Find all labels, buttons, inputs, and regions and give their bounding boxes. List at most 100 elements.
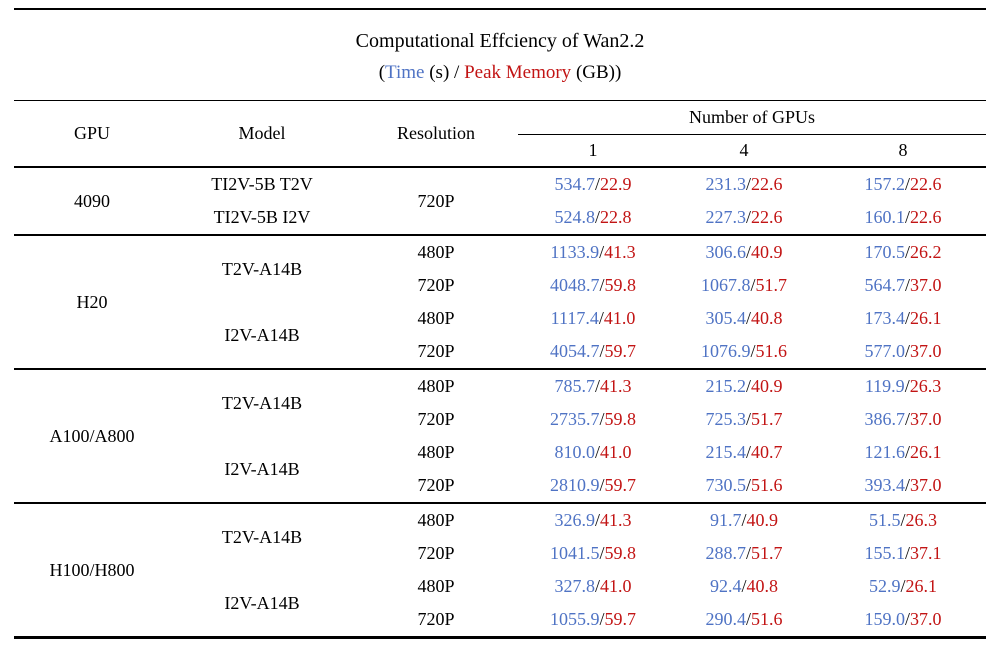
- time-memory-cell: 305.4/40.8: [668, 302, 820, 335]
- value-slash: /: [594, 576, 600, 596]
- time-value: 91.7: [709, 510, 742, 530]
- time-memory-cell: 155.1/37.1: [820, 537, 986, 570]
- subtitle-time-unit: (s) /: [424, 62, 465, 83]
- table-row: 720P 2810.9/59.7 730.5/51.6 393.4/37.0: [14, 469, 986, 503]
- time-memory-cell: 1076.9/51.6: [668, 335, 820, 369]
- time-memory-cell: 288.7/51.7: [668, 537, 820, 570]
- time-value: 119.9: [864, 376, 905, 396]
- col-header-number-of-gpus: Number of GPUs: [518, 100, 987, 135]
- time-value: 288.7: [705, 543, 746, 563]
- table-row: I2V-A14B 480P 327.8/41.0 92.4/40.8 52.9/26.1: [14, 570, 986, 613]
- time-memory-cell: 327.8/41.0: [518, 570, 668, 603]
- memory-value: 22.9: [600, 174, 632, 194]
- time-memory-cell: 215.2/40.9: [668, 368, 820, 403]
- value-slash: /: [905, 275, 911, 295]
- time-value: 4054.7: [549, 341, 600, 361]
- time-memory-cell: 564.7/37.0: [820, 269, 986, 302]
- memory-value: 41.0: [600, 442, 632, 462]
- time-memory-cell: 119.9/26.3: [820, 368, 987, 403]
- time-memory-cell: 730.5/51.6: [668, 469, 820, 503]
- model-cell: I2V-A14B: [224, 324, 300, 345]
- value-slash: /: [745, 308, 751, 328]
- memory-value: 41.3: [604, 242, 636, 262]
- value-slash: /: [594, 376, 600, 396]
- value-slash: /: [905, 543, 911, 563]
- time-memory-cell: 2810.9/59.7: [518, 469, 668, 503]
- time-memory-cell: 534.7/22.9: [518, 166, 668, 201]
- value-slash: /: [905, 341, 911, 361]
- col-header-model: Model: [170, 100, 354, 168]
- value-slash: /: [599, 341, 605, 361]
- value-slash: /: [594, 174, 600, 194]
- memory-legend-label: Peak Memory: [464, 62, 572, 83]
- value-slash: /: [599, 475, 605, 495]
- time-memory-cell: 326.9/41.3: [518, 502, 668, 537]
- table-row: 720P 2735.7/59.8 725.3/51.7 386.7/37.0: [14, 403, 986, 436]
- memory-value: 26.2: [910, 242, 942, 262]
- header-row-top: GPU Model Resolution Number of GPUs: [14, 100, 987, 168]
- value-slash: /: [905, 207, 911, 227]
- time-memory-cell: 386.7/37.0: [820, 403, 986, 436]
- resolution-cell: 720P: [417, 609, 455, 629]
- time-memory-cell: 1117.4/41.0: [518, 302, 668, 335]
- memory-value: 51.7: [755, 275, 788, 295]
- resolution-cell: 480P: [354, 234, 518, 269]
- value-slash: /: [905, 174, 911, 194]
- memory-value: 26.1: [910, 442, 942, 462]
- memory-value: 40.8: [751, 308, 783, 328]
- memory-value: 59.7: [604, 341, 637, 361]
- table-row: 720P 4048.7/59.8 1067.8/51.7 564.7/37.0: [14, 269, 986, 302]
- time-memory-cell: 524.8/22.8: [518, 201, 668, 235]
- value-slash: /: [599, 543, 605, 563]
- time-value: 2735.7: [549, 409, 600, 429]
- value-slash: /: [594, 442, 600, 462]
- time-value: 51.5: [869, 510, 901, 530]
- value-slash: /: [741, 510, 747, 530]
- time-memory-cell: 306.6/40.9: [668, 234, 820, 269]
- value-slash: /: [599, 609, 605, 629]
- table-row: 720P 1041.5/59.8 288.7/51.7 155.1/37.1: [14, 537, 986, 570]
- memory-value: 51.6: [755, 341, 788, 361]
- subtitle-memory-unit: (GB)): [571, 62, 622, 83]
- resolution-cell: 720P: [417, 409, 455, 429]
- gpu-cell: H20: [14, 234, 170, 369]
- time-value: 157.2: [864, 174, 906, 194]
- col-header-gpus-4: 4: [668, 134, 820, 168]
- time-memory-cell: 51.5/26.3: [820, 502, 987, 537]
- time-memory-cell: 227.3/22.6: [668, 201, 820, 235]
- value-slash: /: [745, 442, 751, 462]
- model-cell: TI2V-5B T2V: [170, 166, 354, 201]
- gpu-cell: H100/H800: [14, 502, 170, 638]
- time-memory-cell: 157.2/22.6: [820, 166, 987, 201]
- time-value: 577.0: [864, 341, 906, 361]
- memory-value: 22.8: [600, 207, 632, 227]
- resolution-cell: 720P: [354, 166, 518, 235]
- memory-value: 37.0: [910, 341, 942, 361]
- col-header-gpu: GPU: [14, 100, 170, 168]
- resolution-cell: 480P: [417, 442, 455, 462]
- time-value: 564.7: [864, 275, 906, 295]
- resolution-cell: 720P: [417, 475, 455, 495]
- memory-value: 26.3: [905, 510, 938, 530]
- value-slash: /: [741, 576, 747, 596]
- value-slash: /: [905, 475, 911, 495]
- time-memory-cell: 159.0/37.0: [820, 603, 986, 638]
- value-slash: /: [599, 409, 605, 429]
- memory-value: 26.3: [909, 376, 942, 396]
- time-value: 52.9: [869, 576, 901, 596]
- time-memory-cell: 393.4/37.0: [820, 469, 986, 503]
- value-slash: /: [900, 576, 906, 596]
- time-legend-label: Time: [385, 62, 425, 83]
- memory-value: 40.9: [746, 510, 779, 530]
- memory-value: 41.3: [600, 510, 632, 530]
- col-header-gpus-1: 1: [518, 134, 668, 168]
- time-value: 2810.9: [549, 475, 600, 495]
- time-value: 155.1: [864, 543, 906, 563]
- memory-value: 51.6: [751, 609, 783, 629]
- time-value: 290.4: [705, 609, 746, 629]
- value-slash: /: [745, 475, 751, 495]
- table-row: TI2V-5B I2V 524.8/22.8 227.3/22.6 160.1/22.…: [14, 201, 986, 235]
- memory-value: 59.8: [604, 543, 637, 563]
- value-slash: /: [905, 242, 911, 262]
- value-slash: /: [745, 207, 751, 227]
